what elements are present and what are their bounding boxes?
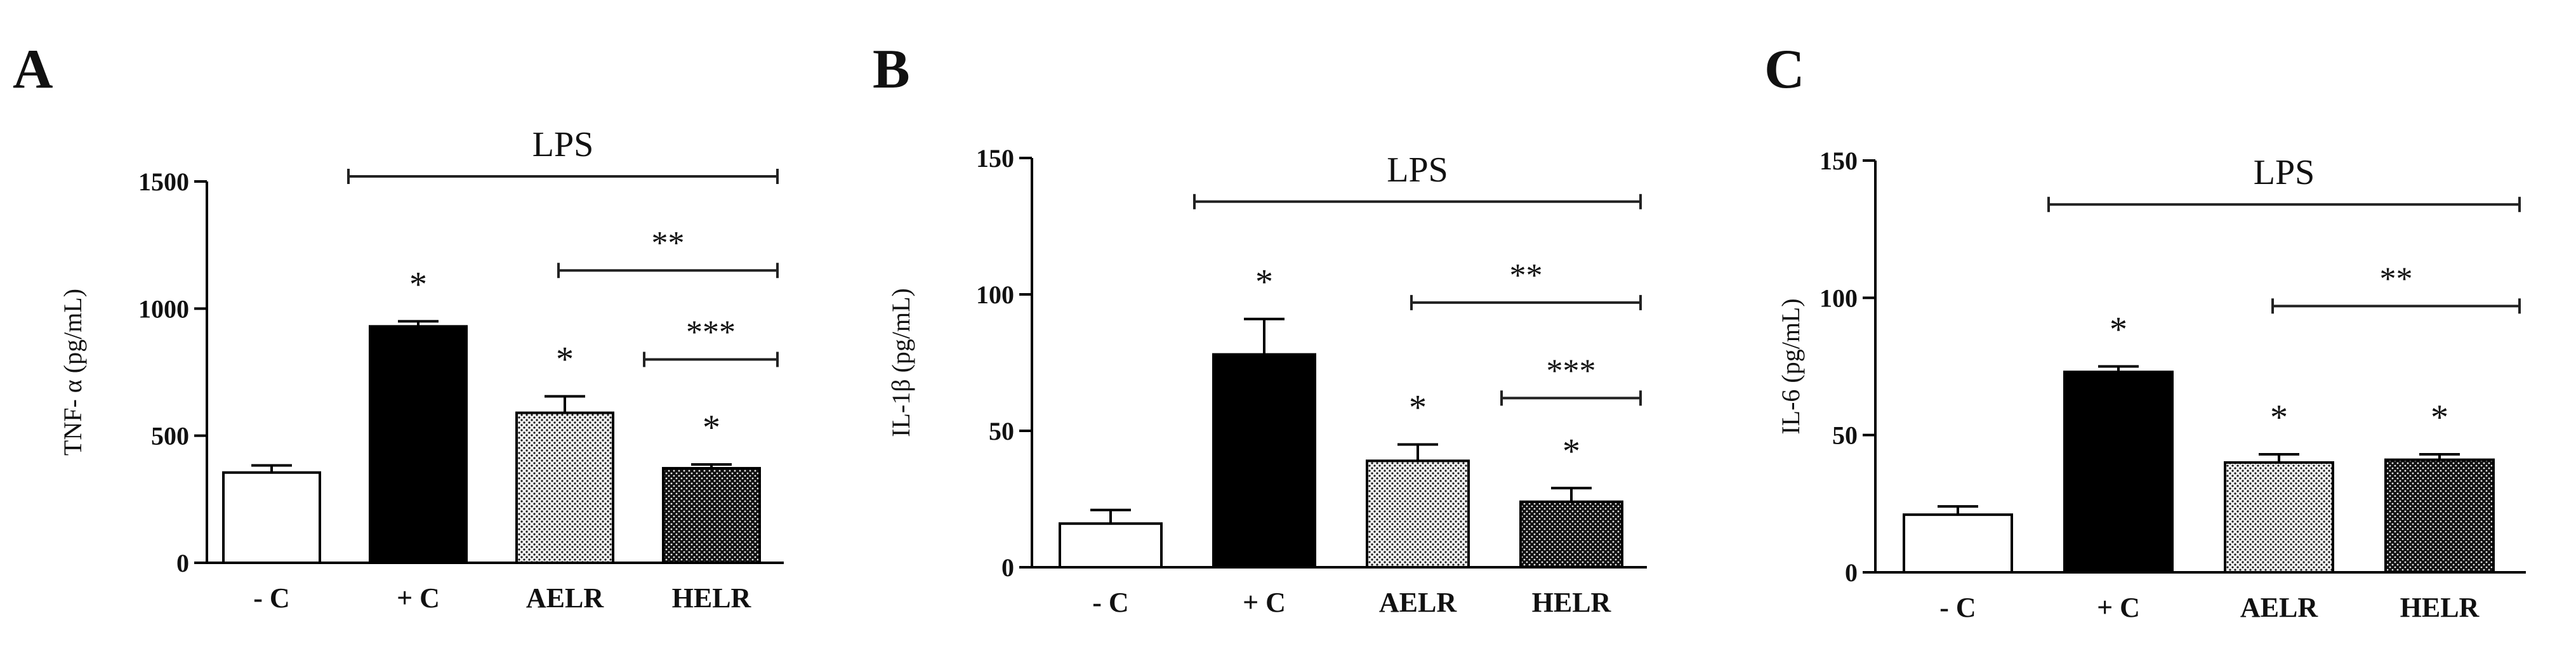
y-tick-label: 100 [976,280,1014,309]
bar-c-neg [1903,513,2013,574]
y-tick-label: 0 [176,549,189,577]
significance-mark: * [2110,310,2127,350]
bracket-significance-label: *** [686,314,736,350]
x-tick-label: + C [2097,592,2140,623]
y-axis-label: IL-1β (pg/mL) [887,288,915,437]
x-tick-label: HELR [1532,587,1612,618]
significance-mark: * [2270,398,2288,437]
x-tick-label: AELR [1379,587,1457,618]
bracket-significance-label: *** [1547,353,1596,389]
y-tick-label: 50 [989,417,1014,445]
x-tick-label: + C [397,582,440,614]
significance-mark: * [1562,431,1580,471]
panel-label: A [13,39,53,100]
panel-label: B [873,39,910,100]
significance-mark: * [703,408,720,447]
bar-c-pos [2063,371,2174,574]
bar-c-pos [369,325,468,564]
significance-mark: * [409,265,427,304]
bar-helr [1519,500,1623,569]
y-tick-label: 150 [976,144,1014,173]
y-tick-label: 1500 [138,168,189,196]
y-tick-label: 0 [1001,553,1014,582]
y-axis-label: TNF- α (pg/mL) [58,289,87,456]
x-tick-label: + C [1243,587,1286,618]
bar-c-pos [1212,353,1316,569]
bracket-significance-label: ** [2380,261,2413,297]
bar-c-neg [1059,522,1163,569]
bar-helr [2384,458,2495,574]
x-tick-label: HELR [2400,592,2480,623]
y-tick-label: 1000 [138,294,189,323]
x-tick-label: AELR [526,582,604,614]
lps-label: LPS [1387,150,1448,190]
y-tick-label: 500 [151,422,189,450]
significance-mark: * [1255,263,1273,302]
significance-mark: * [1409,388,1427,428]
lps-label: LPS [532,125,594,164]
bar-c-neg [222,471,321,564]
panel-label: C [1764,39,1805,100]
bar-aelr [2224,461,2334,574]
x-tick-label: AELR [2240,592,2318,623]
x-tick-label: - C [1939,592,1976,623]
bracket-significance-label: ** [652,225,685,261]
bracket-significance-label: ** [1510,258,1543,294]
y-tick-label: 100 [1820,284,1858,312]
y-axis-label: IL-6 (pg/mL) [1776,298,1805,434]
bar-aelr [1366,459,1470,569]
lps-label: LPS [2254,153,2315,192]
x-tick-label: HELR [672,582,752,614]
significance-mark: * [2431,398,2448,437]
chart-panel-c: C 0 50 100 150 IL-6 (pg/mL) - C * + C * AELR * HELR L… [1764,39,2526,623]
x-tick-label: - C [1092,587,1128,618]
x-tick-label: - C [253,582,289,614]
significance-mark: * [556,340,574,379]
chart-panel-b: B 0 50 100 150 IL-1β (pg/mL) - C * + C * AELR * HELR… [873,39,1647,618]
y-tick-label: 0 [1845,558,1858,587]
y-tick-label: 150 [1820,147,1858,175]
y-tick-label: 50 [1832,421,1858,450]
bar-aelr [515,411,614,565]
chart-panel-a: A 0 500 1000 1500 TNF- α (pg/mL) - C * + C * AELR *… [13,39,784,614]
bar-helr [662,466,761,565]
